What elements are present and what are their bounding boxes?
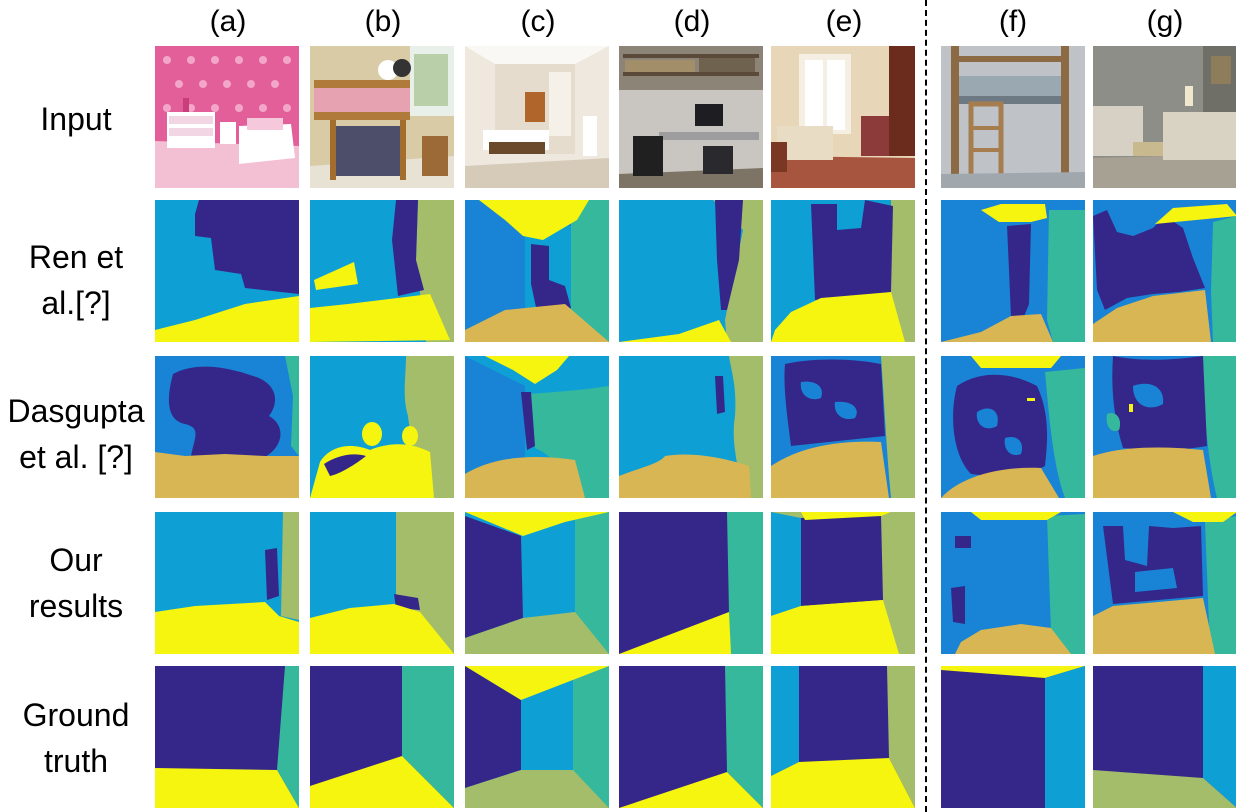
column-label-e: (e) (825, 5, 863, 38)
input-photo-d (619, 46, 763, 188)
ren-result-c (465, 200, 609, 342)
ground-truth-g (1093, 666, 1236, 808)
row-label-line: Ren et (28, 239, 124, 275)
column-label-f: (f) (998, 5, 1028, 38)
column-label-d: (d) (673, 5, 711, 38)
row-label-ren: Ren et al.[?] (0, 234, 152, 326)
input-photo-c (465, 46, 609, 188)
dasgupta-result-g (1093, 356, 1236, 498)
row-label-line: al.[?] (41, 285, 111, 321)
dasgupta-result-c (465, 356, 609, 498)
dasgupta-result-d (619, 356, 763, 498)
row-label-line: Our (49, 542, 103, 578)
input-photo-g (1093, 46, 1236, 188)
ren-result-b (310, 200, 454, 342)
ren-result-e (771, 200, 915, 342)
row-label-line: et al. [?] (19, 439, 133, 475)
ren-result-f (941, 200, 1085, 342)
row-label-line: Dasgupta (7, 393, 145, 429)
column-label-a: (a) (209, 5, 247, 38)
input-photo-f (941, 46, 1085, 188)
ground-truth-b (310, 666, 454, 808)
ground-truth-e (771, 666, 915, 808)
row-label-ours: Our results (0, 537, 152, 629)
column-label-c: (c) (520, 5, 556, 38)
ground-truth-d (619, 666, 763, 808)
column-label-g: (g) (1146, 5, 1184, 38)
column-divider (925, 0, 927, 812)
ours-result-e (771, 512, 915, 654)
ours-result-g (1093, 512, 1236, 654)
dasgupta-result-a (155, 356, 299, 498)
row-label-ground-truth: Ground truth (0, 692, 152, 784)
ours-result-c (465, 512, 609, 654)
dasgupta-result-b (310, 356, 454, 498)
ren-result-a (155, 200, 299, 342)
ground-truth-c (465, 666, 609, 808)
ours-result-b (310, 512, 454, 654)
dasgupta-result-f (941, 356, 1085, 498)
row-label-dasgupta: Dasgupta et al. [?] (0, 388, 152, 480)
ours-result-a (155, 512, 299, 654)
dasgupta-result-e (771, 356, 915, 498)
ours-result-f (941, 512, 1085, 654)
column-label-b: (b) (364, 5, 402, 38)
row-label-input: Input (0, 96, 152, 142)
input-photo-b (310, 46, 454, 188)
row-label-line: Ground (22, 697, 130, 733)
ren-result-g (1093, 200, 1236, 342)
ours-result-d (619, 512, 763, 654)
row-label-line: truth (43, 743, 109, 779)
input-photo-a (155, 46, 299, 188)
row-label-line: results (28, 588, 124, 624)
ground-truth-f (941, 666, 1085, 808)
input-photo-e (771, 46, 915, 188)
row-label-line: Input (40, 101, 112, 137)
ground-truth-a (155, 666, 299, 808)
ren-result-d (619, 200, 763, 342)
